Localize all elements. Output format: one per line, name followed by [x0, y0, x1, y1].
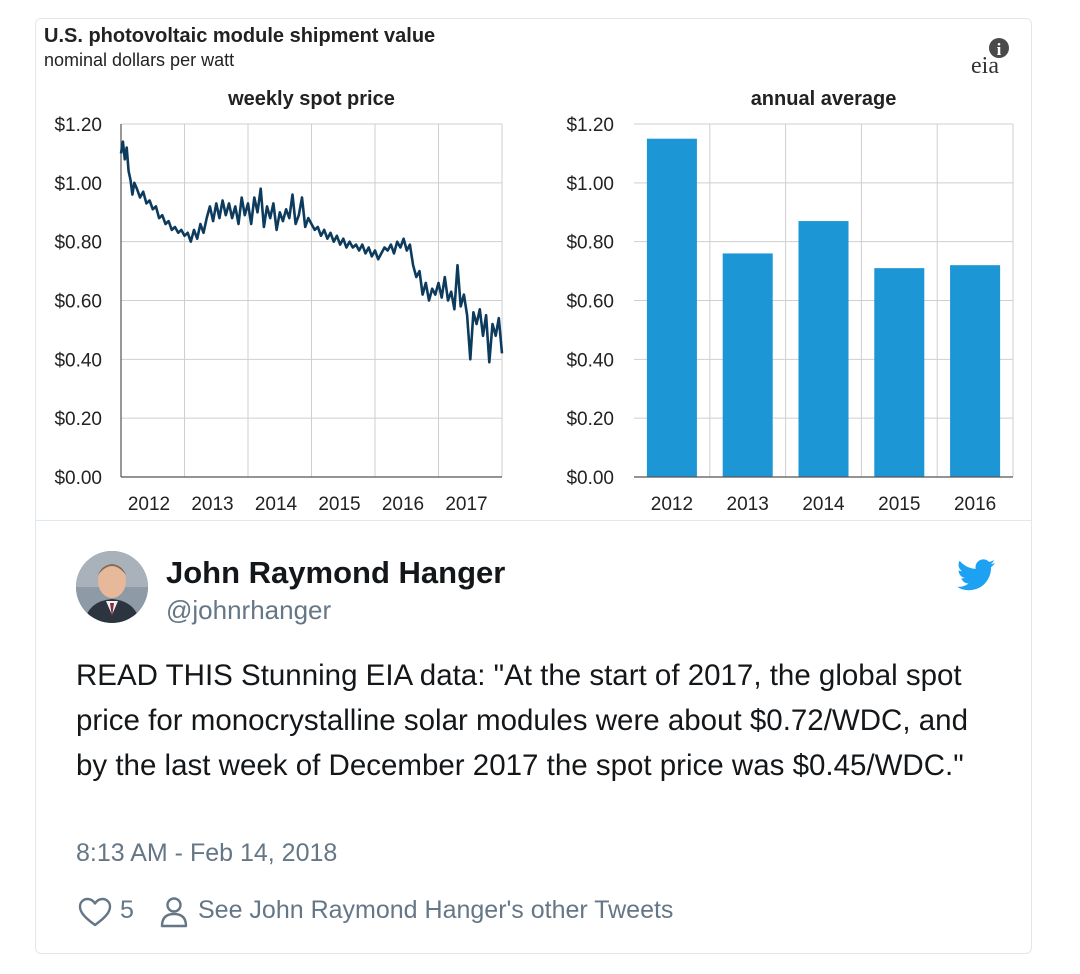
x-tick-label: 2013	[191, 494, 233, 515]
twitter-bird-icon[interactable]	[957, 559, 995, 591]
x-tick-label: 2012	[651, 494, 693, 515]
x-tick-label: 2016	[954, 494, 996, 515]
x-tick-label: 2014	[255, 494, 298, 515]
bar-2014	[798, 221, 849, 477]
eia-logo-text: eia	[971, 53, 999, 77]
chart-title: weekly spot price	[227, 88, 395, 110]
x-tick-label: 2015	[318, 494, 360, 515]
tweet-timestamp[interactable]: 8:13 AM - Feb 14, 2018	[76, 839, 338, 867]
tweet-card: U.S. photovoltaic module shipment value …	[35, 18, 1032, 954]
weekly-spot-price-chart: $1.20 $1.00 $0.80 $0.60 $0.40 $0.20 $0.00 weekl…	[54, 88, 504, 515]
y-tick-label: $1.20	[566, 115, 614, 136]
bar-2016	[950, 265, 1001, 477]
y-tick-label: $0.80	[566, 233, 614, 254]
y-tick-label: $0.00	[54, 468, 102, 489]
spot-price-line	[119, 140, 504, 364]
y-tick-label: $0.60	[566, 292, 614, 313]
x-tick-label: 2013	[727, 494, 769, 515]
x-tick-label: 2015	[878, 494, 920, 515]
other-tweets-link[interactable]: See John Raymond Hanger's other Tweets	[198, 896, 674, 924]
y-tick-label: $1.20	[54, 115, 102, 136]
x-tick-label: 2017	[445, 494, 487, 515]
tweet-media-image[interactable]: U.S. photovoltaic module shipment value …	[36, 19, 1031, 521]
avatar[interactable]	[76, 551, 148, 623]
y-tick-label: $0.40	[566, 350, 614, 371]
annual-average-chart: $1.20 $1.00 $0.80 $0.60 $0.40 $0.20 $0.00 annua…	[566, 88, 1014, 515]
figure-subtitle: nominal dollars per watt	[44, 50, 234, 70]
tweet-author[interactable]: John Raymond Hanger @johnrhanger	[76, 551, 996, 641]
x-tick-label: 2016	[382, 494, 424, 515]
eia-figure: U.S. photovoltaic module shipment value …	[44, 25, 1014, 515]
svg-text:i: i	[997, 40, 1002, 59]
y-tick-label: $1.00	[566, 174, 614, 195]
y-tick-label: $0.80	[54, 233, 102, 254]
like-count[interactable]: 5	[120, 896, 134, 924]
chart-title: annual average	[751, 88, 897, 110]
tweet-actions: 5 See John Raymond Hanger's other Tweets	[76, 894, 996, 930]
author-handle[interactable]: @johnrhanger	[166, 595, 332, 625]
eia-logo: eia i	[971, 37, 1011, 77]
person-icon[interactable]	[160, 896, 188, 928]
x-tick-label: 2012	[128, 494, 170, 515]
y-tick-label: $0.00	[566, 468, 614, 489]
figure-title: U.S. photovoltaic module shipment value	[44, 25, 435, 47]
bar-2012	[646, 138, 697, 477]
y-tick-label: $0.20	[566, 409, 614, 430]
y-tick-label: $0.60	[54, 292, 102, 313]
bar-2015	[874, 268, 925, 477]
y-tick-label: $0.40	[54, 350, 102, 371]
author-name[interactable]: John Raymond Hanger	[166, 555, 506, 590]
y-tick-label: $1.00	[54, 174, 102, 195]
eia-logo-dot	[989, 38, 1009, 58]
heart-icon[interactable]	[78, 897, 112, 927]
x-tick-label: 2014	[802, 494, 845, 515]
y-tick-label: $0.20	[54, 409, 102, 430]
bar-2013	[722, 253, 773, 477]
tweet-text: READ THIS Stunning EIA data: "At the sta…	[76, 659, 968, 782]
